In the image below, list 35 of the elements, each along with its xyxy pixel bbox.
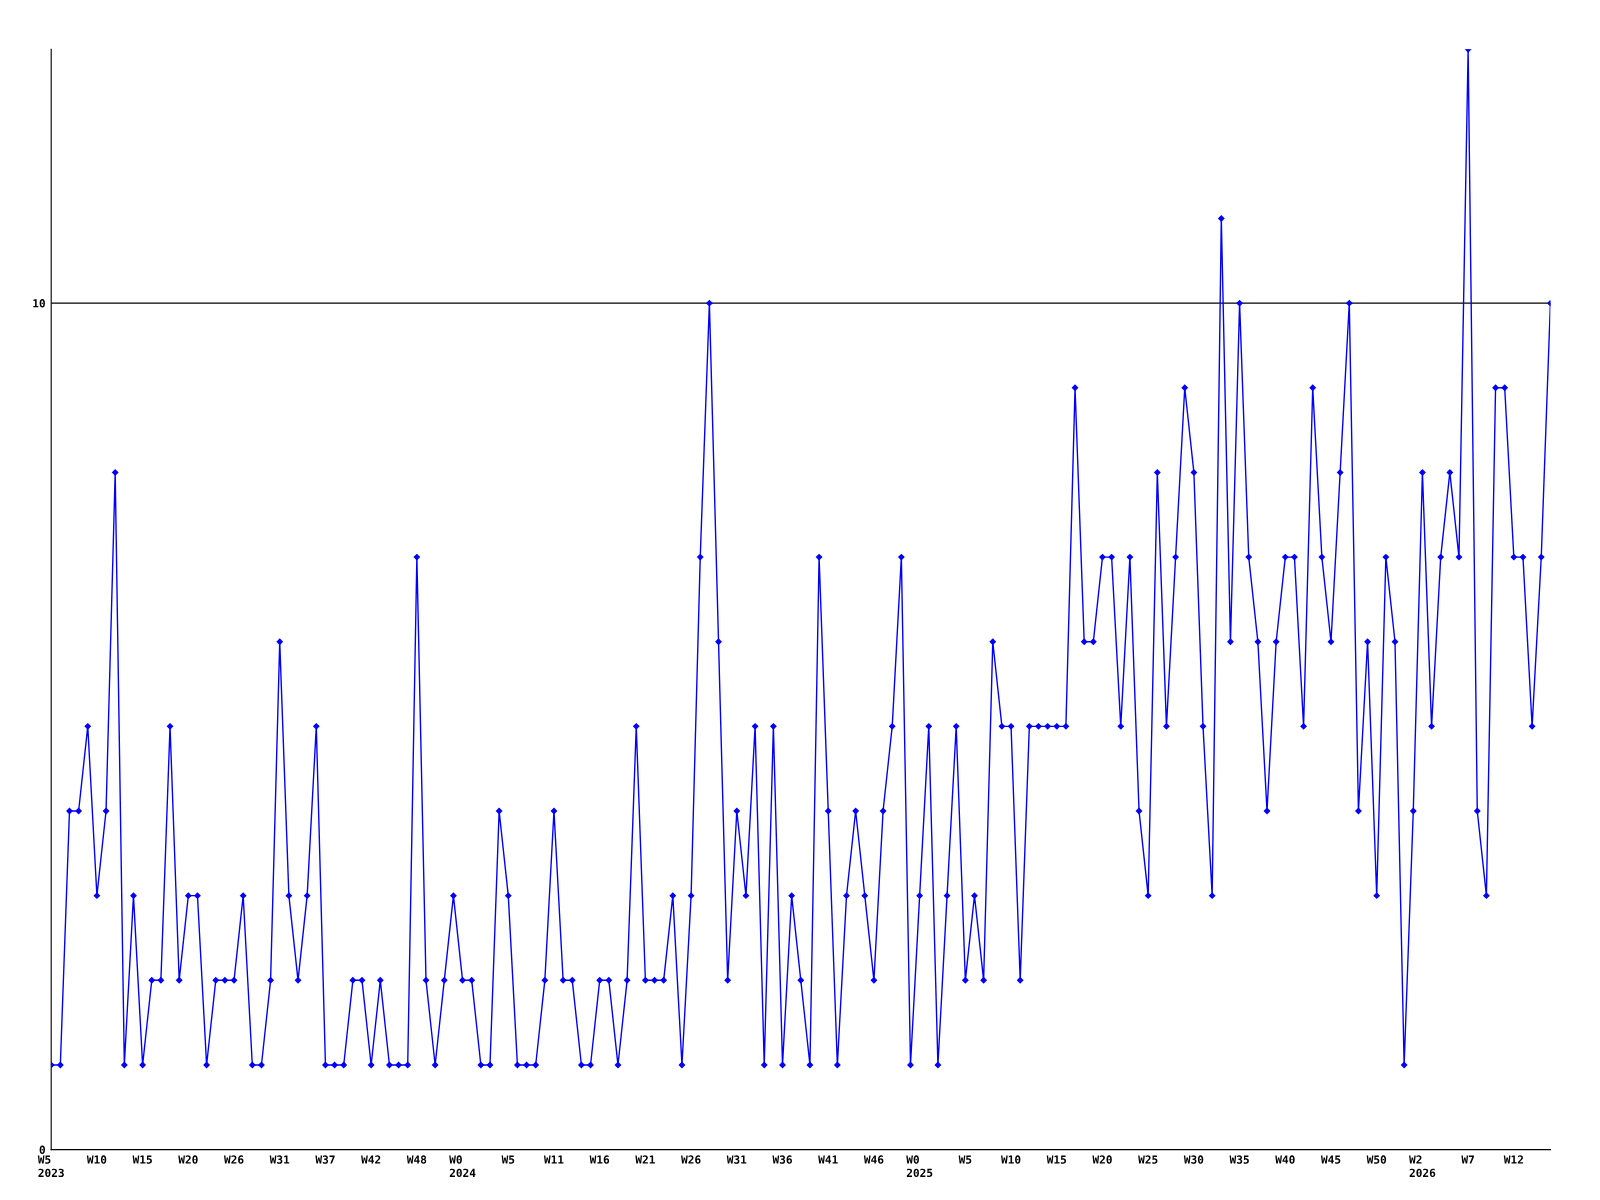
x-tick-label: W7 (1461, 1155, 1474, 1164)
x-tick-label: W15 (1046, 1155, 1067, 1164)
x-tick-label: W26 (224, 1155, 244, 1164)
x-tick-label: W10 (86, 1155, 107, 1164)
x-tick-label: W37 (315, 1155, 335, 1164)
x-tick-label: W46 (863, 1155, 884, 1164)
x-tick-label: W15 (132, 1155, 152, 1164)
x-tick-label: W2 2026 (1409, 1155, 1436, 1178)
x-tick-label: W10 (1001, 1155, 1021, 1164)
y-tick-label: 10 (33, 299, 45, 308)
x-tick-label: W48 (406, 1155, 427, 1164)
x-tick-label: W41 (818, 1155, 838, 1164)
x-tick-label: W5 (958, 1155, 972, 1164)
x-tick-label: W21 (635, 1155, 655, 1164)
x-tick-label: W26 (681, 1155, 701, 1164)
x-tick-label: W20 (1092, 1155, 1112, 1164)
x-tick-label: W42 (361, 1155, 381, 1164)
x-tick-label: W5 2023 (37, 1155, 64, 1178)
x-tick-label: W31 (269, 1155, 290, 1164)
x-tick-label: W5 (501, 1155, 515, 1164)
x-tick-label: W0 2025 (906, 1155, 933, 1178)
x-tick-label: W31 (726, 1155, 747, 1164)
x-tick-label: W16 (589, 1155, 610, 1164)
x-tick-label: W12 (1503, 1155, 1523, 1164)
x-tick-label: W0 2024 (449, 1155, 476, 1178)
x-tick-label: W25 (1138, 1155, 1158, 1164)
x-tick-label: W45 (1320, 1155, 1341, 1164)
y-tick-label: 0 (39, 1145, 45, 1154)
x-tick-label: W30 (1183, 1155, 1204, 1164)
x-tick-label: W36 (772, 1155, 792, 1164)
x-tick-label: W35 (1229, 1155, 1249, 1164)
x-tick-label: W11 (543, 1155, 564, 1164)
x-tick-label: W40 (1275, 1155, 1295, 1164)
x-tick-label: W50 (1366, 1155, 1387, 1164)
x-tick-label: W20 (178, 1155, 198, 1164)
